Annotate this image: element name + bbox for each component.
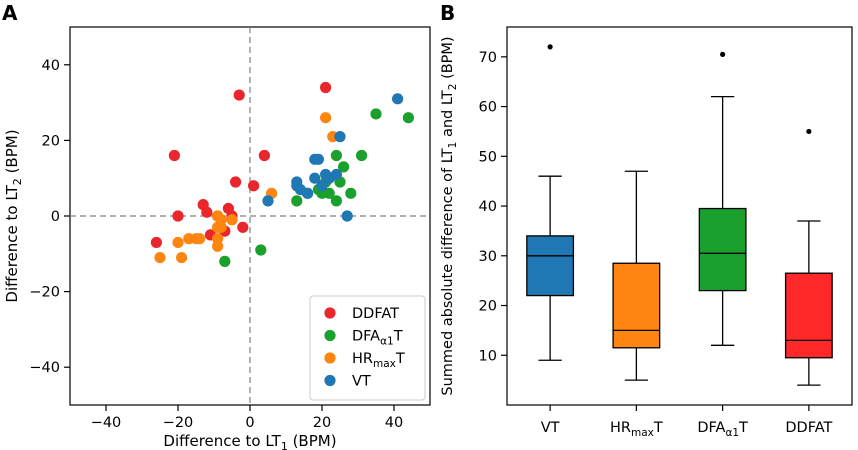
scatter-point-dfa1t [402,112,414,124]
outlier-point [547,44,553,50]
scatter-point-ddfat [237,221,249,233]
scatter-point-hrmaxt [183,233,195,245]
scatter-point-vt [392,93,404,105]
legend-marker-hrmaxt [324,352,336,364]
scatter-point-hrmaxt [320,112,332,124]
scatter-point-ddfat [168,149,180,162]
scatter-point-vt [262,195,274,207]
box-body [784,272,833,359]
y-tick-label: −20 [29,285,60,301]
scatter-y-ticks: −40 −20 0 20 40 [29,58,70,376]
scatter-point-dfa1t [291,195,303,207]
scatter-point-dfa1t [356,149,368,162]
x-tick-label-dfa1t: DFAα1T [697,420,748,439]
scatter-points [150,81,414,267]
scatter-point-dfa1t [219,255,231,267]
scatter-point-ddfat [258,149,270,162]
legend-box [309,295,426,401]
scatter-point-dfa1t [330,149,342,162]
boxplot-panel: 10 20 30 40 50 60 70 VT HRmaxT DFAα1T DDFAT Summe… [440,26,853,439]
scatter-point-ddfat [320,81,332,94]
x-tick-label-vt: VT [541,420,560,436]
boxplot-y-ticks: 10 20 30 40 50 60 70 [479,50,507,364]
scatter-panel: −40 −20 0 20 40 −40 −20 0 20 40 Difference to LT… [3,26,431,450]
y-tick-label: 60 [479,100,497,116]
scatter-point-vt [334,131,346,143]
panel-label-a: A [2,1,18,25]
x-tick-label: −20 [163,415,194,431]
boxplot-x-labels: VT HRmaxT DFAα1T DDFAT [541,405,833,439]
outlier-point [806,128,812,135]
scatter-point-ddfat [248,180,260,192]
x-tick-label: 40 [385,415,403,431]
scatter-point-dfa1t [338,161,350,173]
x-tick-label: 20 [313,415,331,431]
y-tick-label: 20 [42,133,60,149]
y-tick-label: 10 [479,348,497,364]
scatter-point-dfa1t [370,108,382,120]
scatter-x-axis-label: Difference to LT1 (BPM) [163,432,336,450]
x-tick-label-ddfat: DDFAT [785,420,832,436]
scatter-point-hrmaxt [172,236,184,249]
legend-label-dfa1t: DFAα1T [352,329,403,348]
y-tick-label: 40 [479,199,497,215]
scatter-point-hrmaxt [194,233,206,245]
y-tick-label: 0 [51,209,60,225]
boxplot-y-axis-label: Summed absolute difference of LT1 and LT… [440,36,459,395]
scatter-x-ticks: −40 −20 0 20 40 [91,405,403,431]
scatter-point-ddfat [230,176,242,188]
scatter-point-ddfat [150,236,162,249]
scatter-point-hrmaxt [215,221,227,233]
scatter-point-hrmaxt [212,240,224,252]
box-dfa1t [698,51,747,346]
x-tick-label: 0 [245,415,254,431]
box-vt [526,44,575,361]
scatter-point-hrmaxt [176,251,188,264]
legend-label-vt: VT [352,374,371,390]
scatter-point-vt [323,172,335,184]
box-ddfat [784,128,833,386]
boxplot-boxes [526,44,833,386]
y-tick-label: 40 [42,58,60,74]
scatter-point-ddfat [201,206,213,218]
legend-label-hrmaxt: HRmaxT [352,351,405,370]
box-body [612,262,661,349]
scatter-point-ddfat [233,89,245,101]
legend-marker-vt [324,374,336,387]
y-tick-label: 20 [479,299,497,315]
legend-marker-dfa1t [324,329,336,342]
scatter-point-vt [312,153,324,165]
scatter-point-dfa1t [330,195,342,207]
box-body [698,207,747,292]
scatter-point-dfa1t [255,244,267,256]
scatter-point-dfa1t [345,187,357,199]
y-tick-label: −40 [29,360,60,376]
y-tick-label: 70 [479,50,497,66]
scatter-point-hrmaxt [226,214,238,226]
x-tick-label-hrmaxt: HRmaxT [610,420,663,439]
legend-label-ddfat: DDFAT [352,306,399,322]
scatter-point-hrmaxt [154,251,166,264]
box-hrmaxt [612,170,661,381]
scatter-legend: DDFAT DFAα1T HRmaxT VT [309,295,426,401]
legend-marker-ddfat [324,307,336,319]
scatter-y-axis-label: Difference to LT2 (BPM) [3,129,24,302]
scatter-point-vt [302,187,314,199]
box-body [526,235,575,297]
outlier-point [720,51,726,57]
y-tick-label: 30 [479,249,497,265]
scatter-point-ddfat [172,210,184,222]
scatter-point-vt [309,172,321,184]
panel-label-b: B [440,1,455,25]
boxplot-plot-frame [506,26,853,406]
scatter-point-vt [316,180,328,192]
scatter-point-vt [341,210,353,222]
y-tick-label: 50 [479,149,497,165]
x-tick-label: −40 [91,415,122,431]
